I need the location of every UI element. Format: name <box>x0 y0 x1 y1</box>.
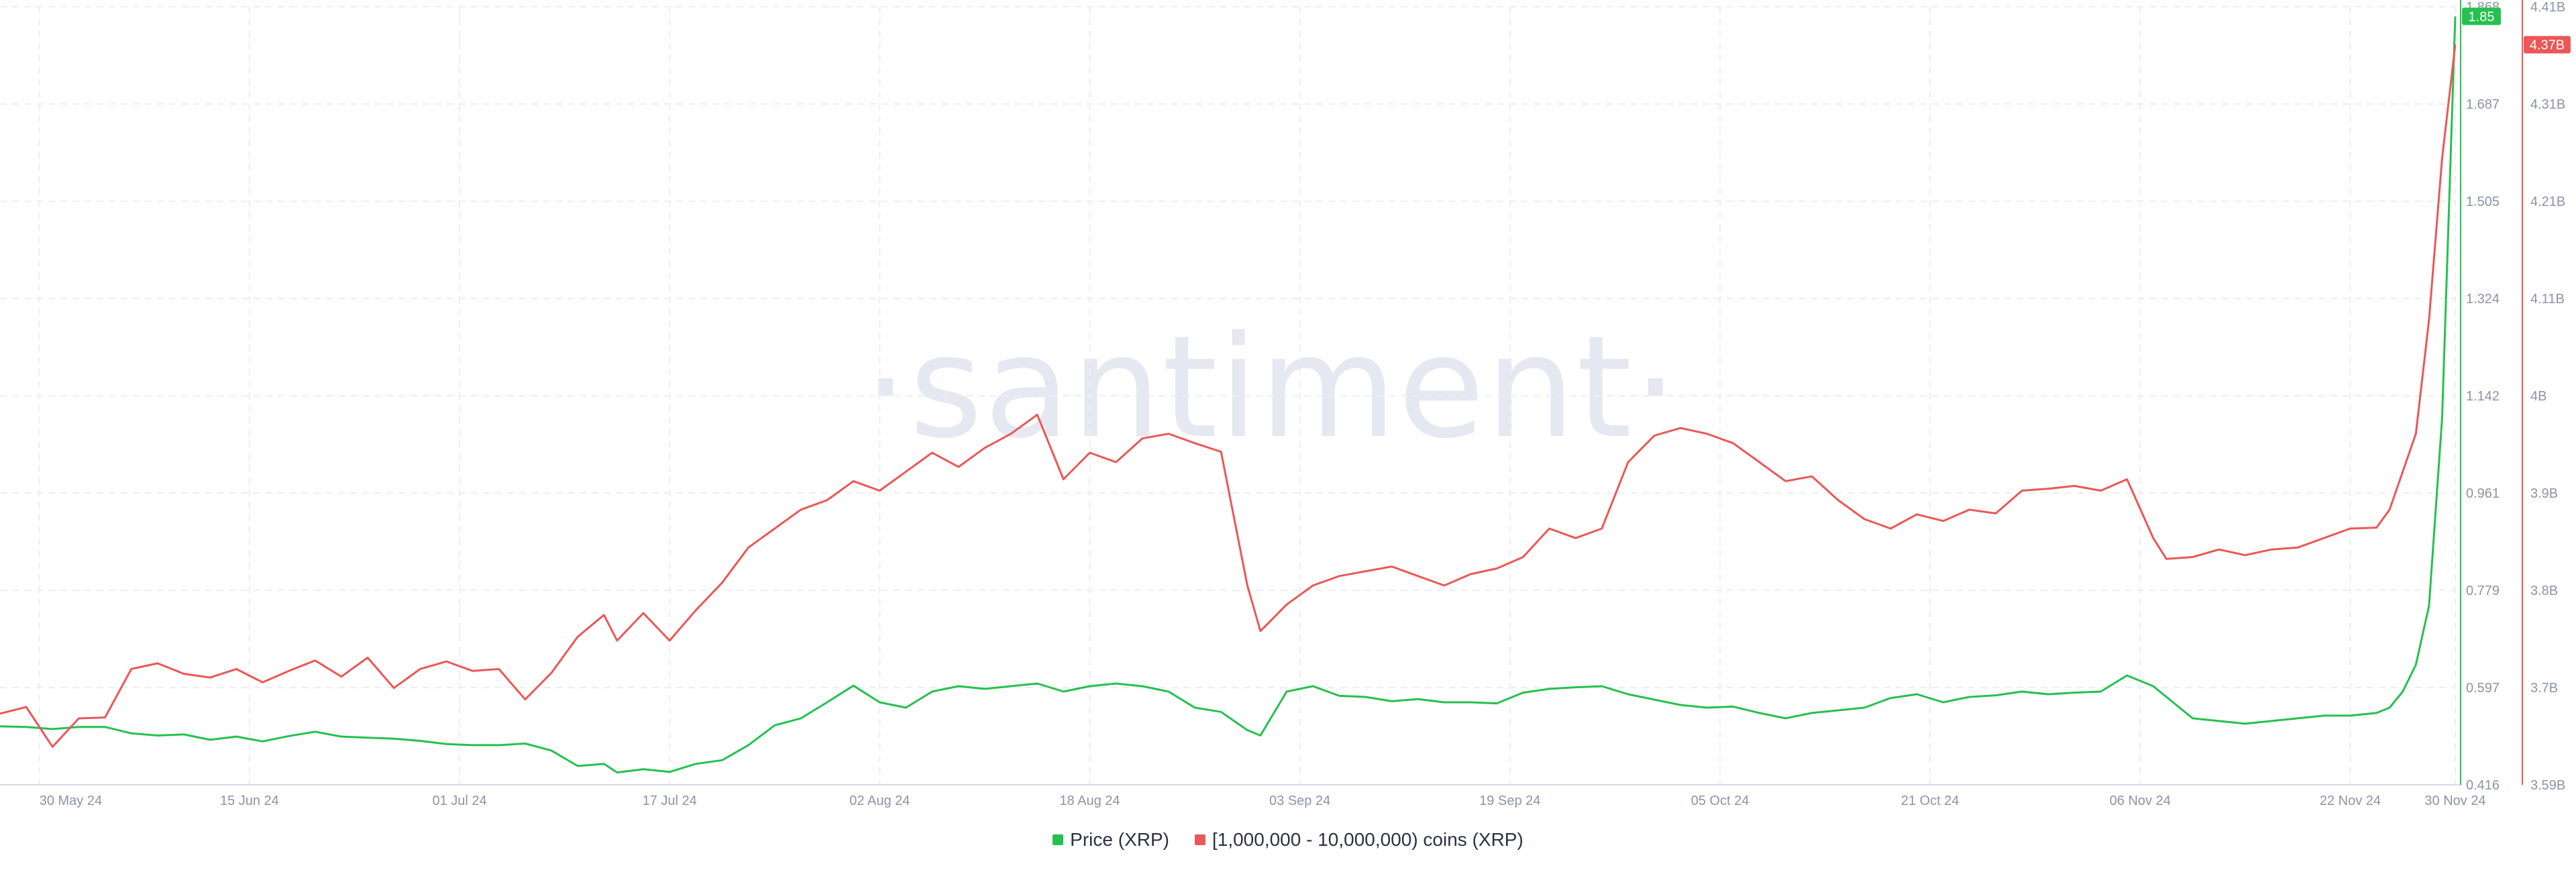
holdings-tick-label: 4.41B <box>2530 0 2565 15</box>
price-last-value-badge-text: 1.85 <box>2469 9 2495 24</box>
x-tick-label: 02 Aug 24 <box>849 794 910 808</box>
x-tick-label: 01 Jul 24 <box>432 794 486 808</box>
price-tick-label: 0.779 <box>2466 584 2500 598</box>
axis-labels: 30 May 24 15 Jun 24 01 Jul 24 17 Jul 24 02 A… <box>40 0 2571 808</box>
holdings-last-value-badge-text: 4.37B <box>2530 38 2565 53</box>
legend-item-price[interactable]: Price (XRP) <box>1053 829 1169 851</box>
santiment-watermark: ·santiment· <box>863 305 1680 470</box>
holdings-tick-label: 4.11B <box>2530 292 2565 307</box>
price-tick-label: 1.687 <box>2466 97 2500 112</box>
price-last-value-badge: 1.85 <box>2462 7 2501 25</box>
holdings-last-value-badge-bg <box>2524 36 2571 54</box>
holdings-last-value-badge: 4.37B <box>2524 36 2571 54</box>
price-tick-label: 0.597 <box>2466 681 2500 696</box>
price-tick-label: 1.505 <box>2466 195 2500 209</box>
holdings-tick-label: 3.9B <box>2530 486 2558 501</box>
x-tick-label: 03 Sep 24 <box>1269 794 1330 808</box>
x-tick-label: 22 Nov 24 <box>2320 794 2381 808</box>
x-tick-label: 17 Jul 24 <box>643 794 697 808</box>
x-tick-label: 30 May 24 <box>40 794 102 808</box>
holdings-tick-label: 4B <box>2530 389 2546 404</box>
series-layer[interactable] <box>0 16 2457 774</box>
holdings-tick-label: 4.21B <box>2530 195 2565 209</box>
holdings-tick-label: 3.59B <box>2530 778 2565 793</box>
x-tick-label: 18 Aug 24 <box>1059 794 1120 808</box>
price-line[interactable] <box>0 16 2457 774</box>
whale-holdings-line[interactable] <box>0 44 2457 748</box>
legend-swatch-price <box>1053 834 1064 845</box>
legend: Price (XRP) [1,000,000 - 10,000,000) coi… <box>0 829 2576 851</box>
price-last-value-badge-bg <box>2462 7 2501 25</box>
x-tick-label: 19 Sep 24 <box>1479 794 1540 808</box>
price-tick-label: 1.142 <box>2466 389 2500 404</box>
legend-label-whale-holdings: [1,000,000 - 10,000,000) coins (XRP) <box>1212 829 1523 850</box>
legend-label-price: Price (XRP) <box>1070 829 1169 850</box>
holdings-tick-label: 3.8B <box>2530 584 2558 598</box>
legend-swatch-whale-holdings <box>1194 834 1205 845</box>
x-tick-label: 21 Oct 24 <box>1901 794 1960 808</box>
x-tick-label: 05 Oct 24 <box>1691 794 1750 808</box>
price-tick-label: 0.416 <box>2466 778 2500 793</box>
axes <box>0 0 2523 785</box>
price-tick-label: 0.961 <box>2466 486 2500 501</box>
holdings-tick-label: 3.7B <box>2530 681 2558 696</box>
grid <box>0 6 2456 785</box>
x-tick-label: 06 Nov 24 <box>2110 794 2171 808</box>
legend-item-whale-holdings[interactable]: [1,000,000 - 10,000,000) coins (XRP) <box>1194 829 1523 851</box>
price-tick-label: 1.324 <box>2466 292 2500 307</box>
x-tick-label: 30 Nov 24 <box>2424 794 2485 808</box>
holdings-tick-label: 4.31B <box>2530 97 2565 112</box>
x-tick-label: 15 Jun 24 <box>220 794 279 808</box>
